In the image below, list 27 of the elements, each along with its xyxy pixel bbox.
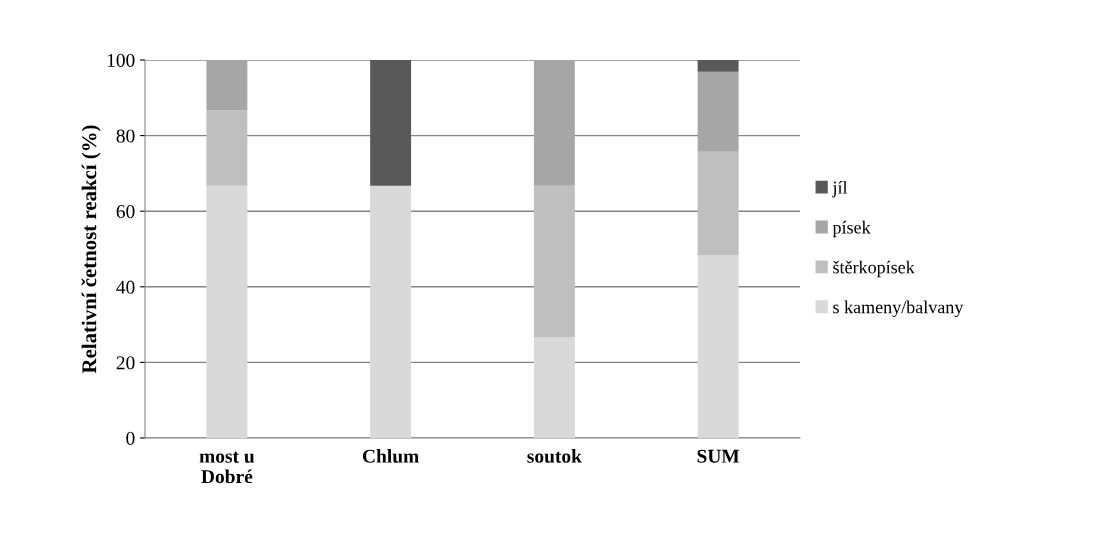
bar xyxy=(533,337,575,438)
y-axis-title: Relativní četnost reakcí (%) xyxy=(81,125,101,374)
bar xyxy=(206,60,248,111)
legend-label: písek xyxy=(832,220,871,238)
legend-label: s kameny/balvany xyxy=(833,300,964,318)
x-tick-label: soutok xyxy=(527,449,582,463)
legend-label: štěrkopísek xyxy=(833,260,915,278)
y-tick-label: 20 xyxy=(116,356,135,370)
x-tick-label: most u Dobré xyxy=(199,451,255,484)
bar xyxy=(533,60,575,186)
y-tick-label: 0 xyxy=(126,431,135,445)
y-tick-label: 100 xyxy=(107,53,135,67)
bar xyxy=(533,185,575,338)
bar xyxy=(206,110,248,186)
legend-label: jíl xyxy=(831,180,848,198)
x-tick-label: SUM xyxy=(697,449,740,463)
bar xyxy=(697,255,739,438)
y-tick-label: 60 xyxy=(116,205,135,219)
bar xyxy=(697,71,739,152)
y-tick-label: 80 xyxy=(116,129,135,143)
bar xyxy=(697,151,739,256)
bar xyxy=(206,185,248,438)
bar xyxy=(697,60,739,72)
y-tick-label: 40 xyxy=(116,280,135,294)
bar xyxy=(370,185,412,438)
x-tick-label: Chlum xyxy=(362,449,419,463)
bar xyxy=(370,60,412,186)
